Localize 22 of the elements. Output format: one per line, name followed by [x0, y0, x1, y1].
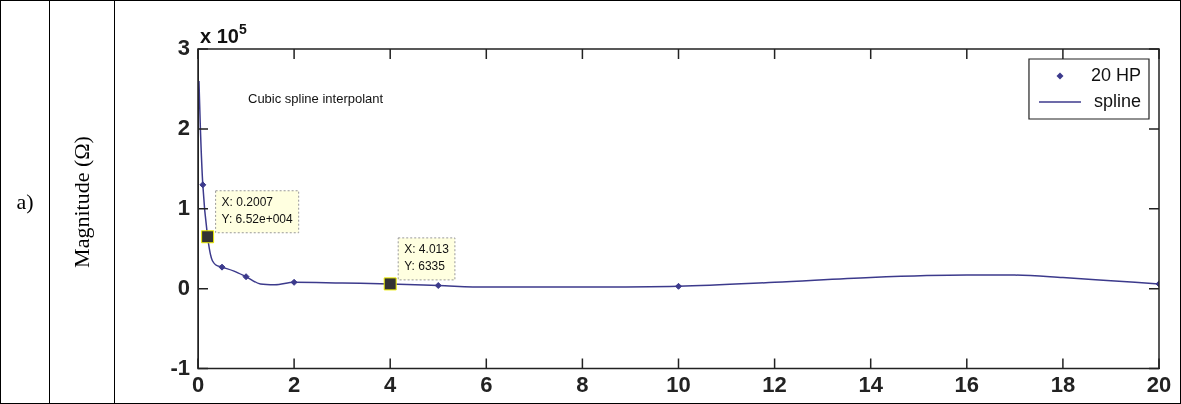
annotation: X: 4.013 Y: 6335	[404, 242, 450, 274]
y-tick-label: -1	[170, 354, 190, 380]
annotation: X: 0.2007 Y: 6.52e+004	[221, 195, 293, 227]
x-tick-label: 2	[287, 371, 301, 397]
legend-label: spline	[1093, 90, 1141, 111]
y-tick-label: 2	[177, 114, 190, 140]
text: a)	[16, 189, 34, 215]
x-tick-label: 16	[954, 371, 980, 397]
x-tick-label: 18	[1050, 371, 1076, 397]
x-tick-label: 6	[480, 371, 493, 397]
x-tick-label: 12	[762, 371, 787, 397]
x-tick-label: 14	[858, 371, 884, 397]
legend-label: 20 HP	[1090, 64, 1141, 85]
x-tick-label: 4	[384, 371, 398, 397]
y-axis-title: Magnitude (Ω)	[69, 136, 95, 268]
y-tick-label: 0	[177, 274, 190, 300]
annotation: Cubic spline interpolant	[248, 90, 384, 106]
y-tick-label: 1	[177, 194, 190, 220]
x-tick-label: 20	[1146, 371, 1172, 397]
x-tick-label: 10	[666, 371, 691, 397]
x-tick-label: 8	[576, 371, 589, 397]
y-tick-label: 3	[177, 35, 190, 61]
